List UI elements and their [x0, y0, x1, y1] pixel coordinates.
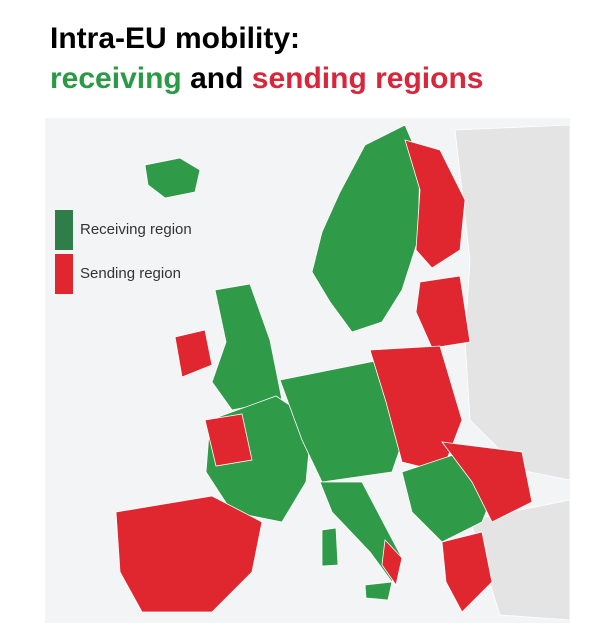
baltics — [415, 275, 471, 349]
central-europe — [279, 359, 411, 483]
france-west — [204, 413, 253, 467]
poland-east — [369, 345, 463, 473]
legend-label: Receiving region — [80, 221, 192, 238]
legend: Receiving region Sending region — [55, 210, 192, 294]
scandinavia — [311, 124, 421, 333]
legend-label: Sending region — [80, 265, 181, 282]
sea — [45, 118, 570, 623]
iberia — [115, 495, 263, 613]
ireland — [174, 329, 213, 378]
title-word: receiving — [50, 62, 182, 95]
sicily — [364, 581, 393, 601]
legend-swatch — [55, 254, 73, 294]
non-eu-east — [454, 124, 571, 481]
italy-south — [381, 539, 403, 586]
greece — [441, 531, 493, 613]
title-line2: receiving and sending regions — [50, 62, 483, 96]
title-word: and — [190, 62, 244, 95]
non-eu-south-east — [469, 499, 571, 621]
finland — [404, 139, 466, 269]
great-britain — [211, 283, 283, 411]
sardinia — [321, 527, 339, 567]
france — [205, 395, 313, 523]
legend-swatch — [55, 210, 73, 250]
title-word: sending regions — [251, 62, 484, 95]
title-line1: Intra-EU mobility: — [50, 22, 301, 55]
italy — [319, 481, 403, 583]
iceland — [144, 157, 201, 199]
balkans — [401, 451, 503, 543]
romania-bulgaria — [441, 441, 533, 523]
